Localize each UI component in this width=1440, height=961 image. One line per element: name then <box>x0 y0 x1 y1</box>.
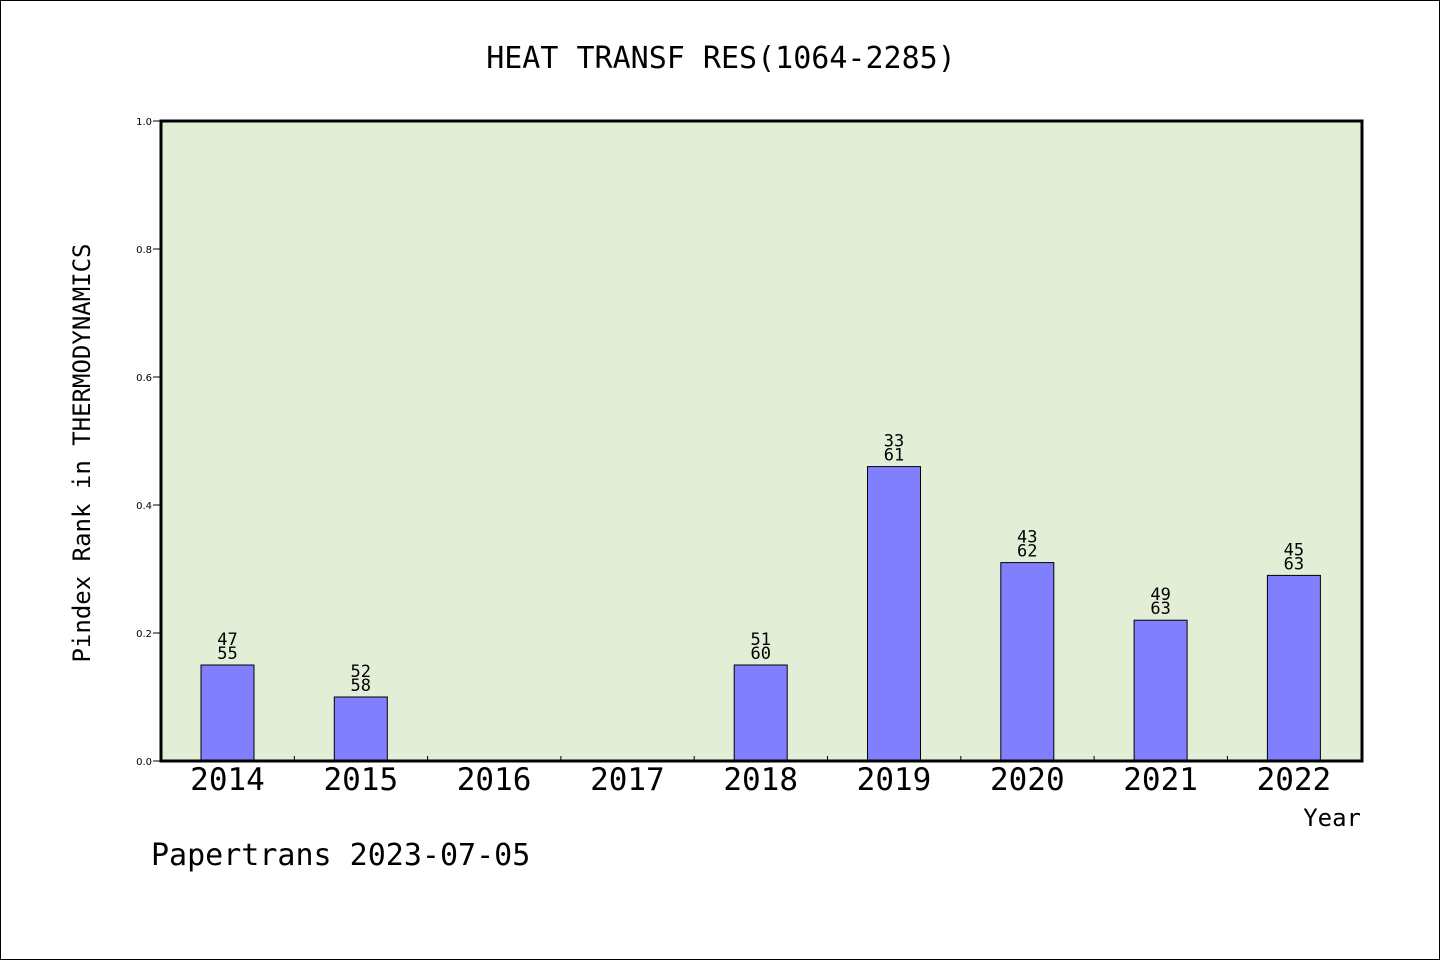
y-tick-label: 0.6 <box>136 373 152 384</box>
bar-label-top-2019: 33 <box>884 432 904 452</box>
x-axis-label: Year <box>1303 804 1361 832</box>
x-tick-label-2015: 2015 <box>323 762 398 798</box>
y-tick-label: 0.4 <box>136 501 152 512</box>
y-axis: 0.0 0.2 0.4 0.6 0.8 1.0 <box>136 117 161 768</box>
x-tick-label-2020: 2020 <box>990 762 1065 798</box>
bar-label-top-2021: 49 <box>1150 585 1170 605</box>
x-tick-label-2021: 2021 <box>1123 762 1198 798</box>
bar-label-top-2014: 47 <box>217 630 237 650</box>
bar-2020 <box>1000 562 1055 762</box>
bar-label-top-2022: 45 <box>1284 540 1304 560</box>
bar-2018 <box>733 664 788 762</box>
bar-2021 <box>1133 619 1188 762</box>
chart-title: HEAT TRANSF RES(1064-2285) <box>486 41 956 76</box>
y-tick-label: 0.0 <box>136 757 152 768</box>
bar-label-bottom-2018: 60 <box>750 644 770 664</box>
bar-label-bottom-2022: 63 <box>1284 554 1304 574</box>
x-tick-label-2019: 2019 <box>857 762 932 798</box>
x-tick-label-2014: 2014 <box>190 762 265 798</box>
x-tick-label-2022: 2022 <box>1257 762 1332 798</box>
bar-label-bottom-2019: 61 <box>884 446 904 466</box>
bar-2014 <box>200 664 255 762</box>
x-tick-label-2017: 2017 <box>590 762 665 798</box>
credit-text: Papertrans 2023-07-05 <box>151 838 530 873</box>
x-tick-label-2016: 2016 <box>457 762 532 798</box>
bar-2019 <box>867 466 921 762</box>
x-tick-label-2018: 2018 <box>723 762 798 798</box>
y-tick-label: 0.2 <box>136 629 152 640</box>
bar-label-top-2020: 43 <box>1017 528 1037 548</box>
bars-group <box>200 466 1321 762</box>
bar-label-bottom-2021: 63 <box>1150 599 1170 619</box>
plot-border <box>159 119 1364 763</box>
bar-2022 <box>1266 574 1321 762</box>
x-axis: 2014 2015 2016 2017 2018 2019 2020 2021 2022 <box>190 756 1331 798</box>
bar-label-top-2015: 52 <box>351 662 371 682</box>
y-axis-label: Pindex Rank in THERMODYNAMICS <box>68 243 96 662</box>
y-tick-label: 0.8 <box>136 245 152 256</box>
y-tick-label: 1.0 <box>136 117 152 128</box>
bar-2015 <box>333 696 388 762</box>
bar-label-bottom-2014: 55 <box>217 644 237 664</box>
bar-label-bottom-2020: 62 <box>1017 542 1037 562</box>
bar-label-top-2018: 51 <box>750 630 770 650</box>
bar-label-bottom-2015: 58 <box>351 676 371 696</box>
